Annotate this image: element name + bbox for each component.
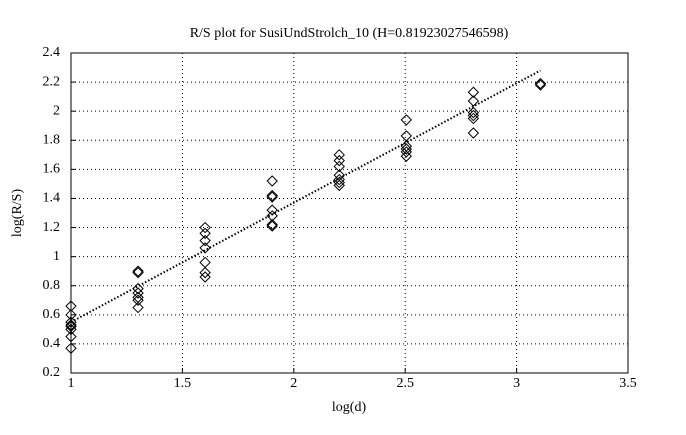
x-tick-label: 3.5 xyxy=(619,376,637,391)
data-point xyxy=(132,282,144,295)
data-point xyxy=(467,127,480,139)
data-point xyxy=(333,160,345,173)
y-tick-label: 0.4 xyxy=(43,336,61,351)
y-tick-label: 2.2 xyxy=(43,74,61,89)
y-tick-label: 1.8 xyxy=(43,132,61,147)
data-point xyxy=(400,143,413,155)
y-tick-label: 0.6 xyxy=(43,307,61,322)
data-point xyxy=(199,221,211,234)
data-point xyxy=(65,342,77,354)
data-point xyxy=(333,179,345,192)
data-point xyxy=(266,189,278,202)
x-tick-label: 1 xyxy=(68,376,75,391)
data-point xyxy=(132,287,144,299)
data-point xyxy=(199,271,211,283)
data-point xyxy=(333,149,345,161)
data-point xyxy=(467,112,480,125)
data-point xyxy=(333,176,345,189)
data-point xyxy=(199,227,211,240)
y-axis-label: log(R/S) xyxy=(10,189,25,238)
data-point xyxy=(467,86,480,98)
y-tick-label: 2 xyxy=(53,103,60,118)
data-point xyxy=(199,256,211,269)
x-axis-label: log(d) xyxy=(332,400,367,415)
data-point xyxy=(400,146,413,158)
data-point xyxy=(132,265,144,277)
plot-frame xyxy=(70,52,629,374)
data-point xyxy=(266,220,278,232)
data-point xyxy=(65,330,77,343)
data-point xyxy=(467,95,480,107)
data-point xyxy=(132,301,144,314)
data-point xyxy=(534,77,547,90)
data-point xyxy=(400,130,413,142)
data-point xyxy=(132,266,144,279)
data-point xyxy=(65,323,77,336)
data-point xyxy=(467,106,480,119)
x-tick-label: 1.5 xyxy=(174,376,192,391)
data-point xyxy=(266,191,278,203)
y-tick-label: 1 xyxy=(53,249,60,264)
data-point xyxy=(400,150,413,162)
data-point xyxy=(534,79,547,91)
x-tick-label: 2 xyxy=(290,376,297,391)
y-tick-label: 1.4 xyxy=(43,191,61,206)
fit-line xyxy=(70,69,541,323)
data-point xyxy=(467,109,480,122)
data-point xyxy=(199,266,211,279)
y-tick-label: 2.4 xyxy=(43,45,61,60)
data-point xyxy=(266,175,278,187)
data-point xyxy=(65,300,77,312)
data-point xyxy=(132,294,144,306)
y-tick-label: 0.2 xyxy=(43,365,61,380)
data-point xyxy=(400,114,413,126)
data-point xyxy=(199,234,211,247)
data-point xyxy=(199,242,211,254)
data-point xyxy=(333,154,345,167)
x-tick-label: 3 xyxy=(513,376,520,391)
data-point xyxy=(333,173,345,186)
x-tick-label: 2.5 xyxy=(396,376,414,391)
y-tick-label: 1.6 xyxy=(43,162,61,177)
data-point xyxy=(266,218,278,231)
y-tick-label: 0.8 xyxy=(43,278,61,293)
y-tick-label: 1.2 xyxy=(43,220,61,235)
data-point xyxy=(65,319,77,331)
data-point xyxy=(400,140,413,152)
chart-title: R/S plot for SusiUndStrolch_10 (H=0.8192… xyxy=(190,26,509,41)
